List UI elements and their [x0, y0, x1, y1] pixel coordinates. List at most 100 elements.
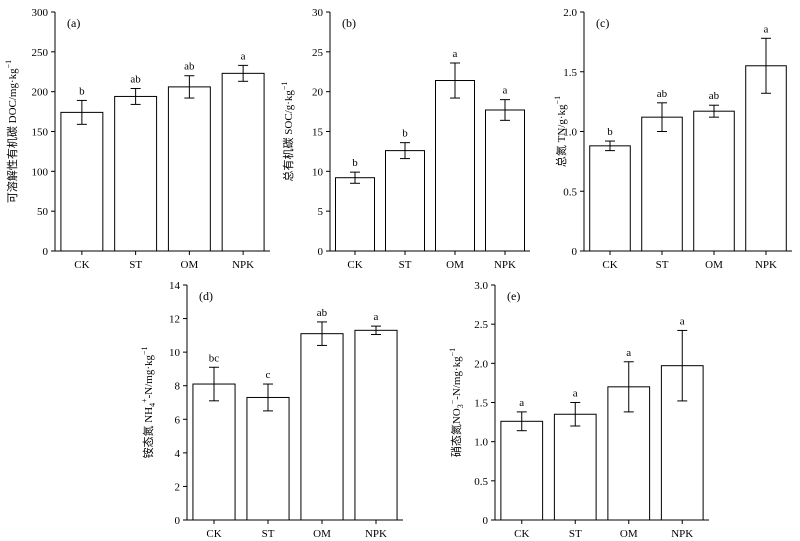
panel-label: (e) [507, 289, 520, 303]
y-axis-label: 硝态氮NO3−-N/mg·kg−1 [448, 348, 465, 457]
y-tick-label: 1.5 [563, 67, 577, 79]
y-tick-label: 200 [32, 87, 49, 99]
y-tick-label: 0.5 [474, 476, 488, 488]
panel-label: (c) [596, 16, 609, 30]
y-label-exponent: −1 [553, 96, 562, 105]
y-tick-label: 30 [312, 7, 324, 19]
x-tick-label: OM [313, 528, 331, 540]
bar-npk [354, 329, 398, 521]
significance-letter: ab [184, 61, 195, 73]
x-tick-label: CK [347, 259, 362, 271]
significance-letter: a [680, 315, 685, 327]
x-tick-label: ST [262, 528, 275, 540]
y-tick-label: 0 [483, 515, 489, 527]
y-label-exponent: −1 [280, 82, 289, 91]
y-tick-label: 0.5 [563, 186, 577, 198]
y-tick-label: 10 [312, 166, 324, 178]
bar-npk [221, 72, 265, 252]
significance-letter: b [352, 157, 358, 169]
y-label-rest: -N/mg·kg [451, 356, 463, 400]
y-tick-label: 1.0 [474, 437, 488, 449]
y-axis-label: 总氮 TN/g·kg−1 [553, 96, 568, 167]
y-tick-label: 1.5 [474, 398, 488, 410]
y-tick-label: 2.0 [563, 7, 577, 19]
y-tick-label: 1.0 [563, 127, 577, 139]
significance-letter: a [453, 48, 458, 60]
significance-letter: a [503, 85, 508, 97]
x-tick-label: ST [399, 259, 412, 271]
bar-st [641, 116, 683, 252]
x-tick-label: NPK [755, 259, 777, 271]
significance-letter: ab [709, 90, 720, 102]
y-tick-label: 10 [169, 347, 181, 359]
y-tick-label: 2 [175, 481, 181, 493]
y-tick-label: 2.5 [474, 319, 488, 331]
y-label-main: 总有机碳 SOC/g·kg [281, 90, 295, 182]
bar-st [385, 150, 425, 252]
y-tick-label: 0 [43, 246, 49, 258]
bar-st [553, 413, 597, 521]
x-tick-label: CK [74, 259, 89, 271]
y-tick-label: 50 [37, 206, 49, 218]
significance-letter: ab [130, 73, 141, 85]
y-label-main: 铵态氮 NH [141, 407, 155, 459]
bar-ck [192, 383, 236, 521]
bar-om [167, 86, 211, 252]
x-tick-label: CK [514, 528, 529, 540]
bar-st [246, 396, 290, 521]
significance-letter: b [402, 128, 408, 140]
y-label-charge: + [140, 398, 149, 403]
bar-ck [500, 420, 544, 521]
bar-ck [60, 111, 104, 252]
bar-om [435, 80, 475, 252]
x-tick-label: ST [656, 259, 669, 271]
y-tick-label: 300 [32, 7, 49, 19]
y-tick-label: 6 [175, 414, 181, 426]
x-tick-label: NPK [671, 528, 693, 540]
y-label-main: 可溶解性有机碳 DOC/mg·kg [5, 68, 19, 203]
x-tick-label: NPK [494, 259, 516, 271]
bar-st [114, 95, 158, 252]
significance-letter: bc [209, 352, 220, 364]
y-tick-label: 5 [318, 206, 324, 218]
y-tick-label: 3.0 [474, 280, 488, 292]
y-label-exponent: −1 [4, 60, 13, 69]
y-tick-label: 12 [169, 314, 180, 326]
x-tick-label: OM [181, 259, 199, 271]
y-tick-label: 8 [175, 381, 181, 393]
significance-letter: a [374, 311, 379, 323]
bar-npk [485, 109, 525, 252]
y-label-subscript: 4 [148, 403, 157, 407]
significance-letter: c [266, 369, 271, 381]
x-tick-label: OM [620, 528, 638, 540]
x-tick-label: CK [602, 259, 617, 271]
y-tick-label: 2.0 [474, 358, 488, 370]
significance-letter: a [573, 388, 578, 400]
y-tick-label: 150 [32, 127, 49, 139]
x-tick-label: ST [129, 259, 142, 271]
significance-letter: ab [657, 88, 668, 100]
chart-panel-1: 0 50 100 150 200 250 300 (a) b CK ab ST ab OM a NPK 可溶解性… [4, 7, 270, 271]
bar-om [693, 110, 735, 252]
x-tick-label: NPK [365, 528, 387, 540]
y-tick-label: 25 [312, 47, 324, 59]
y-tick-label: 20 [312, 87, 324, 99]
y-tick-label: 100 [32, 166, 49, 178]
y-label-subscript: 3 [456, 404, 465, 408]
y-tick-label: 4 [175, 448, 181, 460]
x-tick-label: OM [446, 259, 464, 271]
significance-letter: b [79, 85, 85, 97]
significance-letter: a [241, 50, 246, 62]
significance-letter: a [626, 347, 631, 359]
chart-panel-3: 0 0.5 1.0 1.5 2.0 (c) b CK ab ST ab OM a NPK 总氮 TN/g·k… [553, 7, 792, 271]
y-tick-label: 15 [312, 127, 324, 139]
chart-panel-5: 0 0.5 1.0 1.5 2.0 2.5 3.0 (e) a CK a ST a OM a NPK 硝态氮NO… [448, 280, 709, 540]
x-tick-label: OM [705, 259, 723, 271]
y-label-main: 总氮 TN/g·kg [554, 104, 568, 167]
panel-label: (d) [199, 289, 213, 303]
y-label-exponent: −1 [448, 348, 457, 357]
significance-letter: b [607, 126, 613, 138]
x-tick-label: CK [206, 528, 221, 540]
y-tick-label: 0 [572, 246, 578, 258]
